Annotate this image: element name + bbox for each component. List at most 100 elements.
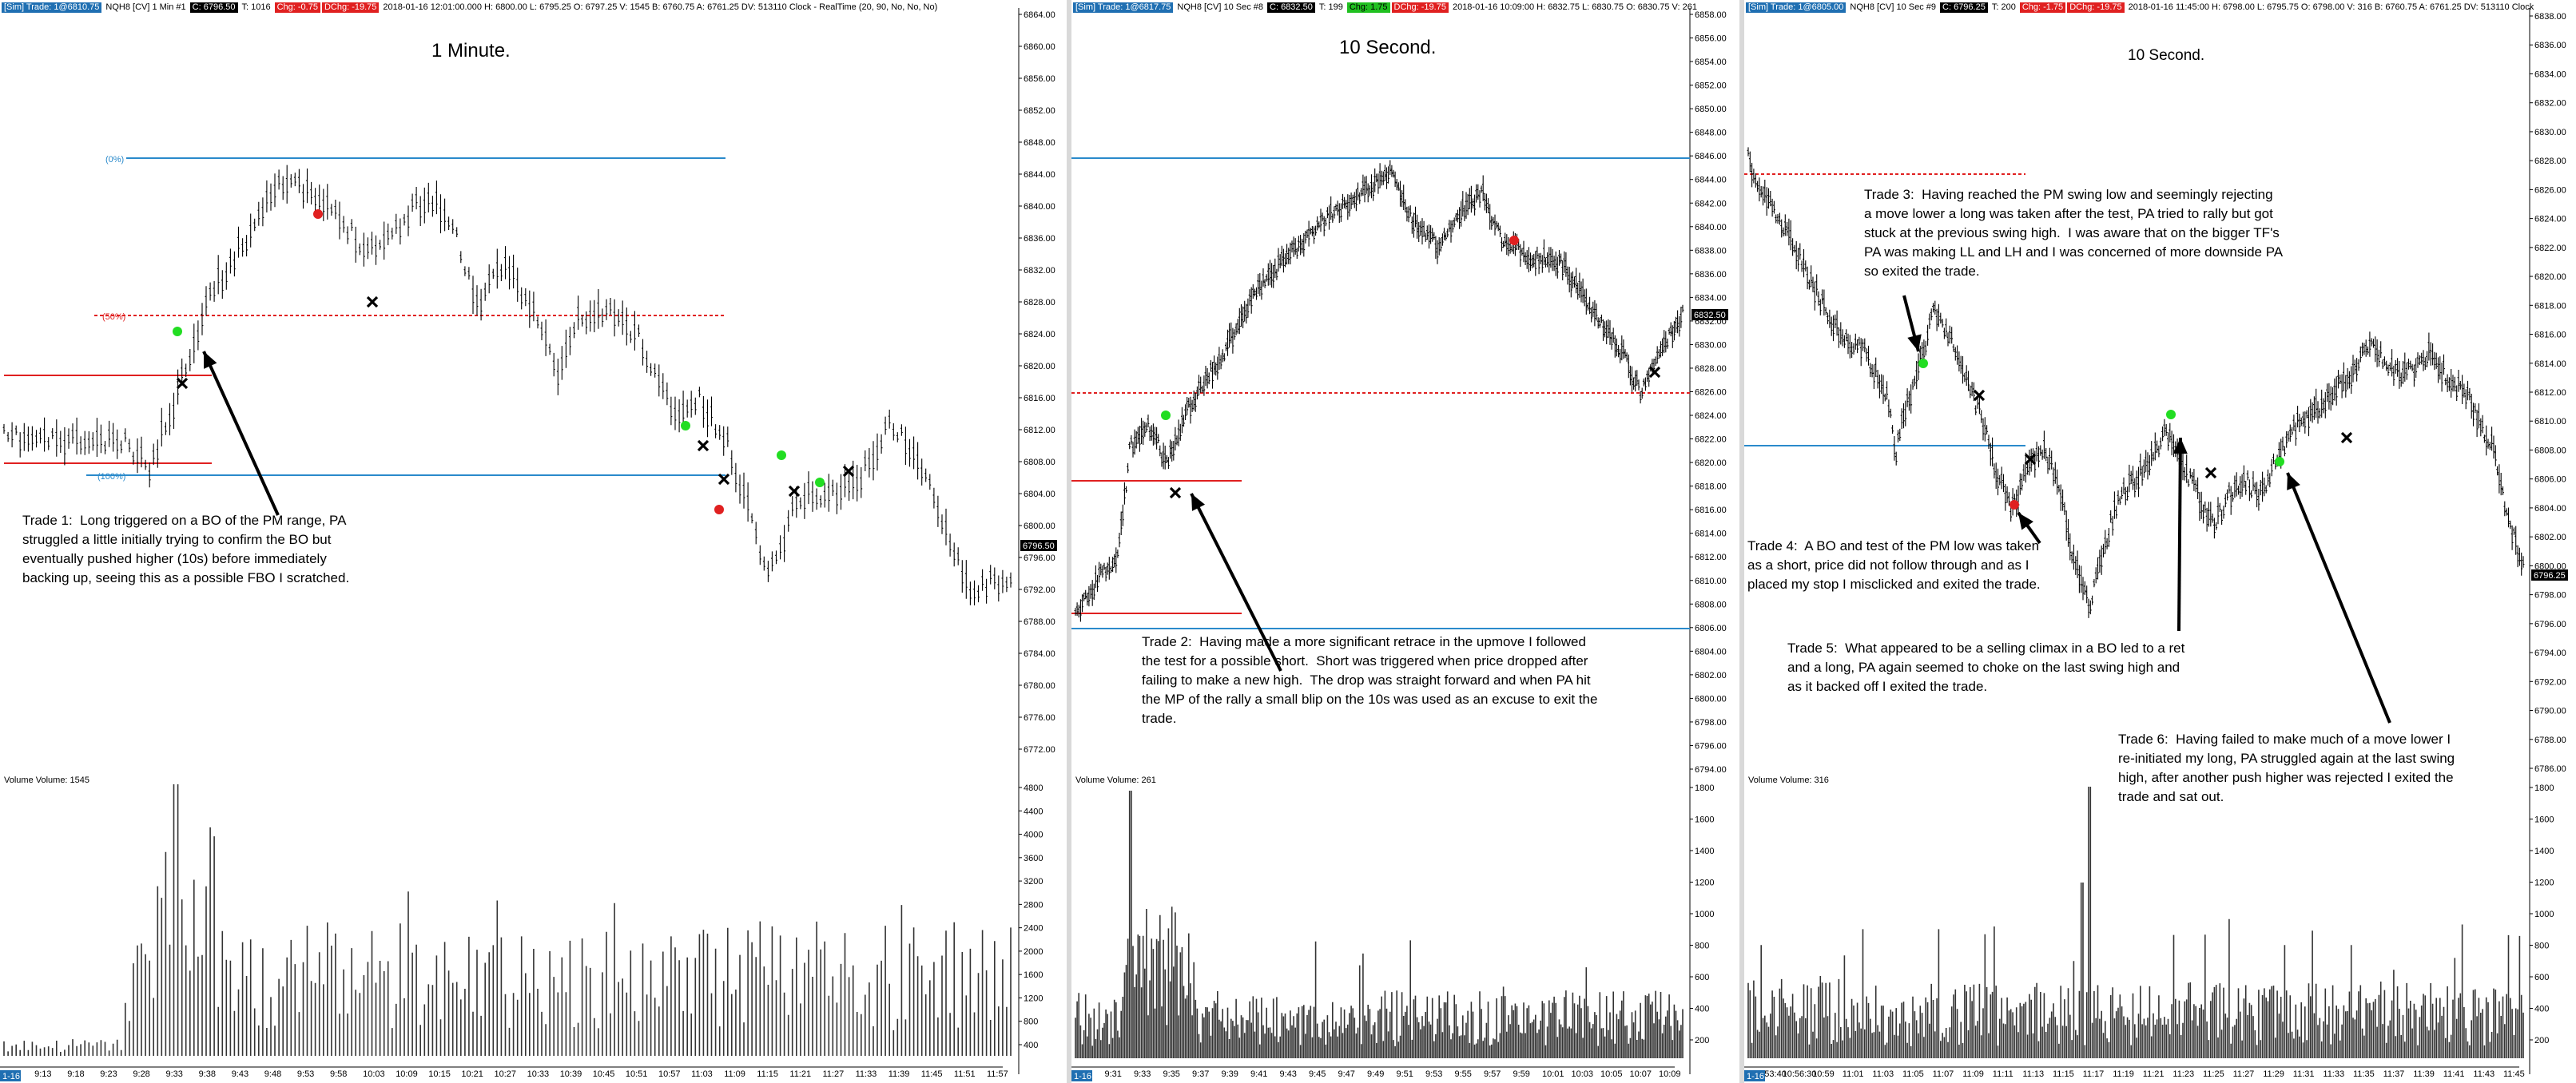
exit-x-icon bbox=[718, 473, 730, 486]
time-tick-label: 10:05 bbox=[1600, 1069, 1623, 1079]
price-tick-label: 6820.00 bbox=[1695, 458, 1727, 468]
exit-x-stroke bbox=[1648, 366, 1661, 379]
stop-dot-icon bbox=[2010, 500, 2019, 510]
entry-dot-icon bbox=[2275, 457, 2284, 466]
trade-annotation: Trade 4: A BO and test of the PM low was… bbox=[1747, 538, 2041, 592]
price-tick-label: 6846.00 bbox=[1695, 152, 1727, 161]
pane-divider[interactable] bbox=[1067, 0, 1071, 1083]
arrow-head bbox=[1907, 334, 1922, 351]
exit-x-stroke bbox=[2204, 466, 2217, 479]
current-price-badge bbox=[1020, 540, 1057, 551]
volume-tick-label: 1000 bbox=[2534, 910, 2554, 919]
price-tick-label: 6828.00 bbox=[2534, 157, 2566, 166]
volume-tick-label: 2400 bbox=[1024, 924, 1043, 934]
header-field: DChg: -19.75 bbox=[1391, 2, 1449, 13]
time-tick-label: 10:33 bbox=[527, 1069, 550, 1079]
time-tick-label: 9:18 bbox=[67, 1069, 84, 1079]
time-tick-label: 11:43 bbox=[2473, 1069, 2495, 1079]
price-tick-label: 6800.00 bbox=[1695, 694, 1727, 704]
price-tick-label: 6792.00 bbox=[2534, 677, 2566, 687]
arrow-shaft bbox=[2286, 472, 2391, 724]
header-field: 2018-01-16 11:45:00 H: 6798.00 L: 6795.7… bbox=[2128, 2, 2534, 12]
volume-label: Volume Volume: 261 bbox=[1075, 776, 1156, 785]
price-tick-label: 6848.00 bbox=[1024, 138, 1055, 148]
time-tick-label: 9:51 bbox=[1397, 1069, 1413, 1079]
price-tick-label: 6796.00 bbox=[1024, 553, 1055, 563]
price-tick-label: 6816.00 bbox=[1024, 394, 1055, 403]
price-tick-label: 6828.00 bbox=[1024, 298, 1055, 307]
price-tick-label: 6808.00 bbox=[2534, 446, 2566, 455]
current-price-badge bbox=[2531, 569, 2568, 581]
time-tick-label: 11:09 bbox=[724, 1069, 745, 1079]
fib-label-100: (100%) bbox=[97, 472, 125, 482]
chart-header: [Sim] Trade: 1@6805.00 NQH8 [CV] 10 Sec #… bbox=[1746, 2, 2538, 13]
header-field: Chg: -0.75 bbox=[274, 2, 320, 13]
trade-annotation: Trade 1: Long triggered on a BO of the P… bbox=[22, 513, 350, 585]
time-tick-label: 11:21 bbox=[2143, 1069, 2165, 1079]
date-badge bbox=[1744, 1070, 1765, 1081]
price-bars bbox=[1747, 147, 2525, 618]
price-tick-label: 6856.00 bbox=[1024, 74, 1055, 84]
price-tick-label: 6848.00 bbox=[1695, 129, 1727, 138]
price-tick-label: 6844.00 bbox=[1024, 170, 1055, 180]
arrow-shaft bbox=[1190, 493, 1282, 672]
exit-x-stroke bbox=[176, 377, 189, 390]
header-field: NQH8 [CV] 10 Sec #8 bbox=[1177, 2, 1264, 12]
price-tick-label: 6832.00 bbox=[2534, 99, 2566, 109]
date-badge bbox=[1071, 1070, 1092, 1081]
exit-x-icon bbox=[788, 485, 801, 498]
exit-x-icon bbox=[176, 377, 189, 390]
volume-tick-label: 2000 bbox=[1024, 947, 1043, 957]
header-field: Chg: 1.75 bbox=[1346, 2, 1390, 13]
current-price-badge bbox=[1691, 309, 1728, 320]
entry-dot-icon bbox=[681, 421, 690, 430]
time-tick-label: 10:15 bbox=[428, 1069, 451, 1079]
time-tick-label: 10:01 bbox=[1542, 1069, 1564, 1079]
volume-tick-label: 200 bbox=[2534, 1036, 2549, 1045]
time-tick-label: 11:41 bbox=[2443, 1069, 2465, 1079]
chart-pane-10sec-a[interactable]: [Sim] Trade: 1@6817.75 NQH8 [CV] 10 Sec #… bbox=[1071, 0, 1739, 1083]
pane-divider[interactable] bbox=[1739, 0, 1744, 1083]
price-axis: 6838.00 6836.00 6834.00 6832.00 6830.00 6828.… bbox=[2529, 8, 2566, 1074]
price-tick-label: 6842.00 bbox=[1695, 199, 1727, 208]
price-tick-label: 6798.00 bbox=[2534, 591, 2566, 601]
time-tick-label: 9:57 bbox=[1484, 1069, 1501, 1079]
stop-dot-icon bbox=[313, 209, 323, 219]
trade-annotation: Trade 6: Having failed to make much of a… bbox=[2118, 732, 2455, 804]
volume-tick-label: 1200 bbox=[1024, 994, 1043, 1003]
chart-pane-10sec-b[interactable]: [Sim] Trade: 1@6805.00 NQH8 [CV] 10 Sec #… bbox=[1744, 0, 2576, 1083]
exit-x-icon bbox=[2024, 453, 2037, 466]
chart-canvas-10sec-a: 6858.00 6856.00 6854.00 6852.00 6850.00 6848.… bbox=[1071, 8, 1728, 1081]
chart-pane-1min[interactable]: [Sim] Trade: 1@6810.75 NQH8 [CV] 1 Min #1… bbox=[0, 0, 1067, 1083]
price-tick-label: 6840.00 bbox=[1024, 202, 1055, 212]
time-tick-label: 9:53 bbox=[297, 1069, 314, 1079]
header-field: NQH8 [CV] 1 Min #1 bbox=[105, 2, 186, 12]
price-tick-label: 6810.00 bbox=[1695, 577, 1727, 586]
stop-dot-icon bbox=[714, 505, 724, 514]
time-tick-label: 9:45 bbox=[1309, 1069, 1326, 1079]
entry-dot-icon bbox=[777, 450, 786, 460]
time-tick-label: 11:19 bbox=[2113, 1069, 2134, 1079]
volume-bars bbox=[1747, 787, 2524, 1058]
price-axis: 6858.00 6856.00 6854.00 6852.00 6850.00 6848.… bbox=[1689, 8, 1727, 1074]
chart-header: [Sim] Trade: 1@6810.75 NQH8 [CV] 1 Min #1… bbox=[2, 2, 941, 13]
header-field: 2018-01-16 12:01:00.000 H: 6800.00 L: 67… bbox=[383, 2, 938, 12]
price-tick-label: 6812.00 bbox=[1695, 553, 1727, 562]
annotation-arrow-icon bbox=[2286, 472, 2391, 724]
volume-bars bbox=[1075, 791, 1684, 1058]
exit-x-icon bbox=[1169, 486, 1182, 499]
time-tick-label: 11:39 bbox=[888, 1069, 910, 1079]
exit-x-stroke bbox=[1973, 389, 1986, 402]
volume-tick-label: 2800 bbox=[1024, 900, 1043, 910]
price-tick-label: 6836.00 bbox=[1024, 234, 1055, 244]
time-tick-label: 10:07 bbox=[1630, 1069, 1652, 1079]
time-tick-label: 10:51 bbox=[626, 1069, 648, 1079]
price-tick-label: 6806.00 bbox=[1695, 624, 1727, 633]
volume-bar-series bbox=[1075, 791, 1684, 1058]
time-tick-label: 9:55 bbox=[1455, 1069, 1472, 1079]
exit-x-stroke bbox=[697, 439, 710, 452]
price-tick-label: 6796.00 bbox=[2534, 620, 2566, 629]
date-label: 1-16 bbox=[1747, 1072, 1764, 1081]
volume-tick-label: 800 bbox=[1695, 942, 1709, 951]
arrow-shaft bbox=[202, 351, 280, 516]
